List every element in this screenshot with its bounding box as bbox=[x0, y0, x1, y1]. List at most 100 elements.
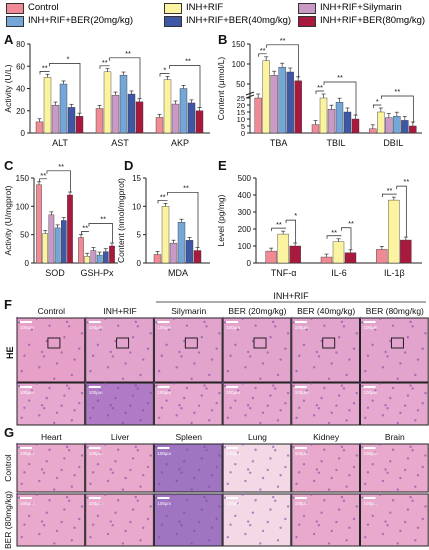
scale-bar bbox=[88, 447, 101, 449]
nucleus bbox=[190, 421, 193, 425]
legend-label: INH+RIF+BER(80mg/kg) bbox=[320, 15, 426, 26]
nucleus bbox=[348, 474, 351, 477]
he-zoom-image bbox=[16, 382, 86, 426]
nucleus bbox=[114, 396, 117, 400]
he-zoom-image bbox=[222, 382, 292, 426]
nucleus bbox=[315, 350, 319, 354]
column-label: Spleen bbox=[176, 432, 203, 442]
he-image bbox=[222, 317, 292, 383]
scale-bar bbox=[363, 386, 376, 388]
nucleus bbox=[27, 399, 31, 402]
scale-label: 100μm bbox=[226, 325, 240, 330]
nucleus bbox=[234, 462, 237, 466]
nucleus bbox=[241, 317, 244, 320]
significance-label: ** bbox=[276, 220, 282, 229]
significance-bracket bbox=[380, 95, 414, 123]
nucleus bbox=[17, 384, 21, 388]
significance-label: ** bbox=[403, 177, 409, 186]
nucleus bbox=[276, 539, 280, 542]
nucleus bbox=[261, 411, 265, 415]
nucleus bbox=[146, 401, 150, 405]
nucleus bbox=[60, 404, 63, 407]
nucleus bbox=[205, 499, 208, 502]
scale-bar bbox=[226, 447, 239, 449]
scale-label: 100μm bbox=[20, 325, 34, 330]
nucleus bbox=[320, 339, 323, 343]
nucleus bbox=[80, 505, 84, 508]
nucleus bbox=[317, 355, 321, 358]
nucleus bbox=[364, 482, 367, 486]
nucleus bbox=[55, 411, 59, 415]
nucleus bbox=[421, 401, 424, 405]
nucleus bbox=[409, 495, 412, 499]
nucleus bbox=[193, 362, 196, 365]
scale-bar bbox=[363, 321, 376, 323]
axis-break bbox=[245, 91, 255, 96]
nucleus bbox=[168, 389, 171, 392]
nucleus bbox=[134, 320, 137, 324]
bar bbox=[36, 184, 42, 264]
nucleus bbox=[406, 457, 410, 460]
x-tick-label: SOD bbox=[45, 268, 65, 278]
nucleus bbox=[246, 350, 250, 354]
scale-label: 100μm bbox=[226, 501, 240, 506]
nucleus bbox=[99, 502, 102, 505]
nucleus bbox=[86, 446, 89, 449]
nucleus bbox=[168, 502, 171, 505]
bar bbox=[277, 233, 289, 264]
nucleus bbox=[91, 523, 95, 526]
nucleus bbox=[374, 502, 377, 505]
nucleus bbox=[78, 347, 81, 350]
bar bbox=[193, 250, 202, 264]
nucleus bbox=[298, 406, 301, 409]
nucleus bbox=[389, 460, 392, 463]
nucleus bbox=[366, 354, 370, 357]
nucleus bbox=[197, 520, 201, 524]
scale-bar bbox=[20, 321, 32, 323]
significance-bracket bbox=[167, 191, 199, 248]
nucleus bbox=[345, 539, 348, 542]
nucleus bbox=[17, 446, 21, 449]
nucleus bbox=[352, 465, 356, 469]
nucleus bbox=[70, 539, 74, 542]
nucleus bbox=[63, 336, 66, 339]
nucleus bbox=[42, 407, 46, 410]
y-axis-label: Activity (U/mgprot) bbox=[3, 185, 13, 255]
figure-legend: Control INH+RIF+BER(20mg/kg) INH+RIF INH… bbox=[0, 0, 429, 30]
nucleus bbox=[153, 316, 156, 320]
zoom-box bbox=[253, 337, 267, 349]
scale-label: 100μm bbox=[226, 451, 240, 456]
he-image bbox=[360, 317, 429, 383]
scale-bar bbox=[294, 386, 307, 388]
nucleus bbox=[335, 404, 338, 407]
nucleus bbox=[290, 442, 293, 446]
significance-bracket bbox=[326, 235, 342, 239]
nucleus bbox=[165, 399, 168, 402]
nucleus bbox=[342, 449, 346, 452]
nucleus bbox=[114, 339, 117, 343]
tissue-image bbox=[153, 443, 223, 493]
scale-bar bbox=[294, 497, 307, 499]
nucleus bbox=[146, 347, 150, 350]
nucleus bbox=[134, 495, 137, 499]
scale-label: 100μm bbox=[20, 451, 34, 456]
nucleus bbox=[340, 495, 344, 499]
nucleus bbox=[78, 465, 81, 469]
nucleus bbox=[116, 386, 120, 390]
nucleus bbox=[197, 351, 201, 354]
significance-bracket bbox=[169, 65, 201, 108]
nucleus bbox=[320, 511, 323, 514]
bar bbox=[401, 120, 409, 134]
y-tick-label: 0 bbox=[247, 259, 252, 268]
nucleus bbox=[160, 471, 164, 474]
y-tick-label: 100 bbox=[238, 242, 252, 251]
nucleus bbox=[178, 404, 181, 407]
nucleus bbox=[337, 394, 341, 397]
bar bbox=[286, 71, 294, 134]
nucleus bbox=[411, 499, 414, 502]
nucleus bbox=[20, 369, 23, 373]
nucleus bbox=[221, 381, 225, 385]
nucleus bbox=[274, 387, 277, 390]
significance-label: * bbox=[294, 211, 297, 220]
